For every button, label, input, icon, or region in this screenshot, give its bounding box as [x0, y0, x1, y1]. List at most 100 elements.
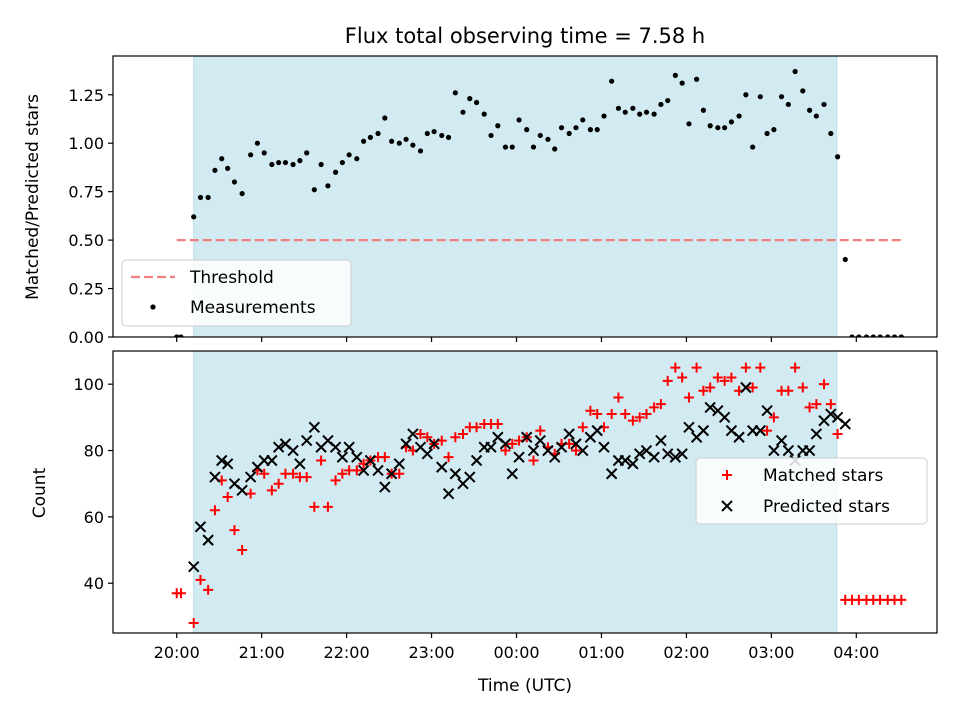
measurement-point: [643, 109, 650, 115]
matched-star-point: [726, 372, 737, 383]
predicted-star-point: [216, 454, 228, 467]
plot-area: [171, 362, 907, 629]
measurement-point: [891, 334, 898, 337]
predicted-star-point: [379, 481, 391, 493]
matched-star-point: [649, 402, 660, 413]
predicted-star-point: [563, 428, 575, 440]
predicted-star-point: [485, 441, 497, 453]
series-predicted-stars: [187, 381, 851, 573]
measurement-point: [877, 334, 883, 337]
measurement-point: [452, 90, 458, 96]
x-tick-label: 20:00: [154, 643, 200, 662]
measurement-point: [672, 72, 678, 78]
predicted-star-point: [782, 444, 795, 457]
matched-star-point: [471, 422, 482, 433]
legend-measurements-label: Measurements: [190, 298, 316, 318]
measurement-point: [396, 140, 402, 146]
measurement-point: [537, 132, 543, 139]
matched-star-point: [606, 409, 617, 420]
legend: Threshold Measurements: [121, 259, 352, 327]
predicted-star-point: [605, 468, 618, 480]
predicted-star-point: [266, 454, 278, 467]
measurement-point: [750, 144, 756, 150]
measurement-point: [856, 334, 862, 337]
predicted-star-point: [633, 448, 646, 460]
predicted-star-point: [442, 487, 455, 500]
predicted-star-point: [768, 444, 780, 457]
measurement-point: [530, 144, 537, 150]
matched-star-point: [266, 485, 277, 496]
measurement-point: [248, 152, 254, 158]
measurement-point: [813, 113, 819, 119]
measurement-point: [439, 132, 445, 139]
predicted-star-point: [343, 441, 355, 453]
predicted-star-point: [825, 408, 837, 420]
measurement-point: [467, 96, 473, 102]
predicted-star-point: [364, 454, 377, 467]
axes-frame: [112, 55, 938, 338]
measurement-point: [566, 130, 572, 137]
axes-frame: [112, 350, 938, 634]
measurement-point: [318, 161, 324, 168]
measurement-point: [524, 127, 530, 133]
y-tick-label: 0.00: [68, 328, 104, 347]
measurement-point: [403, 136, 409, 142]
matched-star-point: [613, 392, 624, 403]
predicted-star-point: [704, 401, 716, 414]
predicted-star-point: [272, 441, 285, 453]
measurement-point: [481, 111, 487, 117]
matched-star-point: [450, 432, 461, 443]
matched-star-point: [683, 392, 694, 403]
series-measurements: [174, 68, 904, 337]
predicted-star-point: [236, 484, 248, 497]
measurement-point: [282, 159, 289, 166]
measurement-point: [545, 136, 551, 142]
matched-star-point: [819, 379, 830, 390]
measurement-point: [495, 123, 501, 129]
measurement-point: [573, 125, 579, 131]
matched-star-point: [288, 468, 299, 479]
matched-star-point: [592, 409, 603, 420]
matched-star-point: [229, 525, 240, 536]
predicted-star-point: [520, 431, 533, 443]
predicted-star-point: [655, 434, 667, 447]
measurement-point: [863, 334, 870, 337]
predicted-star-point: [549, 451, 561, 463]
y-tick-label: 80: [84, 442, 104, 461]
measurement-point: [630, 105, 636, 111]
predicted-star-point: [718, 411, 731, 424]
measurement-point: [821, 101, 827, 108]
matched-star-point: [259, 468, 270, 479]
predicted-star-point: [775, 434, 788, 447]
legend-predicted-label: Predicted stars: [763, 497, 890, 517]
matched-star-point: [457, 428, 468, 439]
predicted-star-point: [187, 560, 200, 573]
measurement-point: [601, 113, 607, 119]
measurement-point: [375, 130, 381, 137]
predicted-star-point: [428, 438, 440, 450]
measurement-point: [311, 187, 317, 193]
measurement-point: [174, 334, 180, 337]
predicted-star-point: [577, 444, 589, 457]
matched-star-point: [273, 478, 284, 489]
measurement-point: [870, 334, 876, 337]
predicted-star-point: [202, 534, 214, 546]
y-tick-label: 60: [84, 508, 104, 527]
measurement-point: [354, 156, 360, 162]
predicted-star-point: [839, 418, 851, 430]
legend-threshold-label: Threshold: [189, 268, 274, 288]
matched-star-point: [585, 405, 596, 416]
y-tick-label: 1.25: [68, 86, 104, 105]
predicted-star-point: [407, 428, 419, 440]
measurement-point: [410, 142, 416, 148]
predicted-star-point: [329, 441, 342, 453]
matched-star-point: [316, 455, 327, 466]
measurement-point: [778, 94, 785, 100]
predicted-star-point: [194, 521, 207, 533]
y-tick-label: 100: [73, 375, 104, 394]
chart-title: Flux total observing time = 7.58 h: [345, 24, 705, 48]
predicted-star-point: [393, 458, 405, 470]
matched-star-point: [245, 488, 256, 499]
measurement-point: [771, 127, 777, 133]
predicted-star-point: [449, 468, 462, 480]
